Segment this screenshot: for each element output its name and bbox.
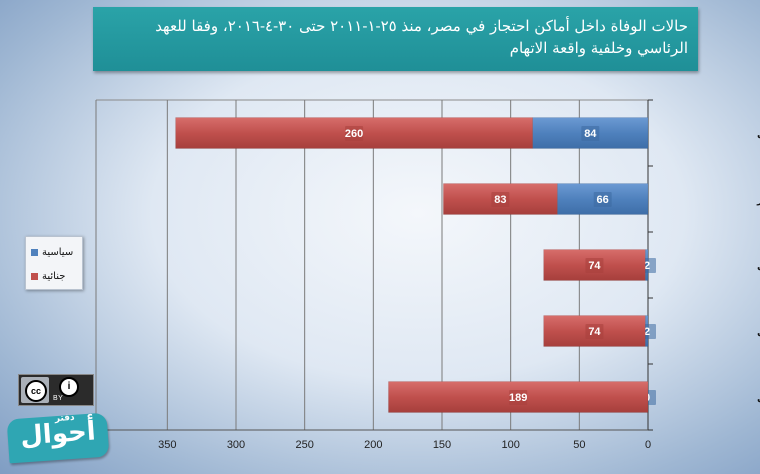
data-label-4-series-1: 189 bbox=[509, 392, 527, 404]
data-label-0-series-0: 84 bbox=[584, 128, 597, 140]
x-tick-label-50: 50 bbox=[573, 439, 585, 451]
x-tick-label-250: 250 bbox=[295, 439, 313, 451]
category-label-4: فترة الـ ١٨ يوم الأولى bbox=[757, 391, 760, 404]
data-label-1-series-0: 66 bbox=[597, 194, 609, 206]
data-label-bg-0-series-1 bbox=[345, 126, 364, 141]
legend-label-criminal: جنائية bbox=[42, 270, 66, 282]
x-tick-label-350: 350 bbox=[158, 439, 176, 451]
legend-label-political: سياسية bbox=[42, 246, 74, 258]
data-label-3-series-0: 2 bbox=[644, 326, 650, 338]
cc-by-license-badge: cc i BY bbox=[18, 374, 94, 406]
logo-main-text: أحوال bbox=[19, 416, 97, 452]
x-tick-label-0: 0 bbox=[645, 439, 651, 451]
category-label-2: عهد محمد مرسي bbox=[757, 261, 760, 272]
ahwal-logo: دفتر أحوال bbox=[6, 412, 110, 464]
data-label-bg-3-series-1 bbox=[585, 324, 604, 339]
data-label-1-series-1: 83 bbox=[494, 194, 506, 206]
data-label-2-series-0: 2 bbox=[644, 260, 650, 272]
legend-item-criminal: جنائية bbox=[26, 267, 82, 285]
legend-swatch-criminal bbox=[31, 272, 38, 280]
x-tick-label-100: 100 bbox=[501, 439, 519, 451]
data-label-bg-1-series-1 bbox=[491, 192, 510, 207]
category-label-1: عهد عدلي منصور bbox=[756, 195, 760, 206]
cc-badge-left: cc bbox=[21, 377, 49, 403]
data-label-bg-0-series-0 bbox=[581, 126, 600, 141]
data-label-bg-1-series-0 bbox=[593, 192, 612, 207]
data-label-bg-4-series-1 bbox=[509, 390, 528, 405]
data-label-0-series-1: 260 bbox=[345, 128, 363, 140]
data-label-bg-2-series-1 bbox=[585, 258, 604, 273]
legend-swatch-political bbox=[31, 248, 38, 256]
cc-icon: cc bbox=[25, 380, 47, 402]
legend-item-political: سياسية bbox=[26, 243, 82, 261]
category-label-0: عهد السيسي bbox=[757, 129, 760, 140]
data-label-3-series-1: 74 bbox=[588, 326, 601, 338]
x-tick-label-200: 200 bbox=[364, 439, 382, 451]
chart-legend: سياسية جنائية bbox=[25, 236, 83, 290]
chart-title: حالات الوفاة داخل أماكن احتجاز في مصر، م… bbox=[93, 7, 698, 71]
x-tick-label-150: 150 bbox=[433, 439, 451, 451]
x-tick-label-300: 300 bbox=[227, 439, 245, 451]
category-label-3: عهد المجلس العسكري bbox=[757, 327, 760, 338]
by-label: BY bbox=[53, 395, 64, 402]
data-label-2-series-1: 74 bbox=[588, 260, 601, 272]
attribution-icon: i bbox=[59, 377, 79, 397]
